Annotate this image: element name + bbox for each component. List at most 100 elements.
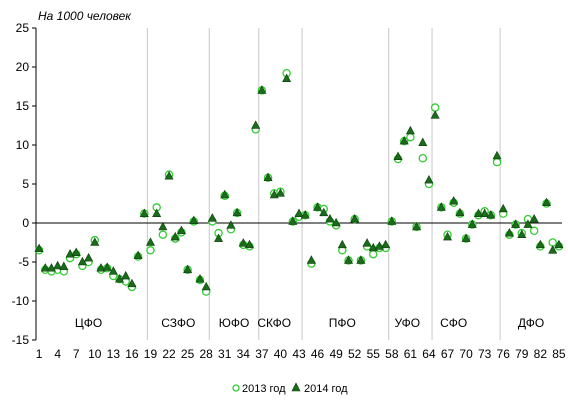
point-2014 xyxy=(53,260,63,270)
point-2014 xyxy=(158,221,168,231)
y-tick-label: 20 xyxy=(16,60,30,74)
region-label: ЦФО xyxy=(75,316,102,330)
x-tick-label: 61 xyxy=(404,347,418,361)
point-2014 xyxy=(183,264,193,274)
region-separators xyxy=(146,28,501,340)
point-2014 xyxy=(430,110,440,119)
series-2014 xyxy=(34,73,564,291)
point-2013 xyxy=(158,230,168,239)
point-2014 xyxy=(535,239,545,249)
point-2014 xyxy=(238,238,248,247)
region-label: ПФО xyxy=(329,316,356,330)
x-tick-label: 64 xyxy=(422,347,436,361)
point-2014 xyxy=(84,252,94,262)
point-2014 xyxy=(368,242,378,252)
x-tick-label: 85 xyxy=(552,347,566,361)
region-labels: ЦФО СЗФО ЮФО СКФО ПФО УФО СФО ДФО xyxy=(75,316,544,330)
y-axis-label: На 1000 человек xyxy=(38,9,132,23)
region-label: ЮФО xyxy=(219,316,250,330)
point-2013 xyxy=(146,246,155,255)
point-2014 xyxy=(313,202,323,211)
x-tick-label: 4 xyxy=(54,347,61,361)
x-tick-label: 25 xyxy=(181,347,195,361)
region-label: СФО xyxy=(440,316,467,330)
point-2014 xyxy=(232,207,242,217)
point-2014 xyxy=(152,208,162,217)
x-tick-label: 79 xyxy=(515,347,529,361)
x-tick-label: 22 xyxy=(162,347,176,361)
point-2014 xyxy=(275,188,285,197)
point-2014 xyxy=(337,239,347,249)
point-2014 xyxy=(102,262,112,271)
point-2014 xyxy=(473,208,483,217)
point-2014 xyxy=(517,229,527,238)
point-2014 xyxy=(207,213,217,222)
point-2014 xyxy=(263,172,273,182)
point-2014 xyxy=(34,243,44,253)
point-2014 xyxy=(412,221,422,231)
x-tick-label: 28 xyxy=(199,347,213,361)
point-2014 xyxy=(300,210,310,219)
point-2014 xyxy=(133,250,143,260)
x-tick-label: 34 xyxy=(237,347,251,361)
region-label: ДФО xyxy=(518,316,544,330)
x-tick-label: 43 xyxy=(292,347,306,361)
point-2014 xyxy=(288,216,298,225)
y-tick-label: -15 xyxy=(12,333,30,347)
point-2014 xyxy=(226,220,236,229)
point-2014 xyxy=(480,208,490,217)
x-tick-label: 31 xyxy=(218,347,232,361)
point-2014 xyxy=(554,239,564,249)
point-2014 xyxy=(251,120,261,129)
point-2014 xyxy=(486,210,496,219)
point-2014 xyxy=(244,239,254,249)
point-2014 xyxy=(529,213,539,223)
legend: 2013 год 2014 год xyxy=(232,382,348,395)
y-tick-label: 5 xyxy=(22,177,29,191)
point-2014 xyxy=(214,233,224,242)
point-2014 xyxy=(492,150,502,160)
x-tick-label: 70 xyxy=(459,347,473,361)
point-2014 xyxy=(393,151,403,160)
point-2014 xyxy=(90,237,100,246)
point-2014 xyxy=(424,174,434,184)
x-tick-label: 10 xyxy=(88,347,102,361)
x-tick-label: 76 xyxy=(497,347,511,361)
point-2014 xyxy=(381,239,391,249)
x-tick-label: 13 xyxy=(107,347,121,361)
point-2014 xyxy=(96,263,106,272)
x-tick-label: 1 xyxy=(36,347,43,361)
x-tick-label: 55 xyxy=(367,347,381,361)
y-tick-labels: 25 20 15 10 5 0 -5 -10 -15 xyxy=(12,21,30,347)
x-tick-label: 82 xyxy=(534,347,548,361)
legend-2014-marker xyxy=(291,382,301,392)
y-tick-label: 15 xyxy=(16,99,30,113)
point-2014 xyxy=(511,219,521,228)
point-2014 xyxy=(46,263,56,272)
x-tick-label: 37 xyxy=(255,347,269,361)
point-2014 xyxy=(195,274,205,283)
point-2014 xyxy=(65,249,75,258)
x-tick-label: 19 xyxy=(144,347,158,361)
region-label: СЗФО xyxy=(161,316,195,330)
point-2014 xyxy=(201,281,211,291)
point-2014 xyxy=(350,213,360,223)
point-2014 xyxy=(362,238,372,247)
x-tick-label: 46 xyxy=(311,347,325,361)
point-2014 xyxy=(436,202,446,211)
point-2014 xyxy=(374,241,384,250)
x-tick-label: 67 xyxy=(441,347,455,361)
legend-2013-marker xyxy=(232,384,240,392)
point-2014 xyxy=(176,225,186,235)
point-2014 xyxy=(257,85,267,94)
x-tick-label: 73 xyxy=(478,347,492,361)
region-label: УФО xyxy=(394,316,420,330)
point-2014 xyxy=(331,217,341,227)
point-2014 xyxy=(59,261,69,270)
point-2014 xyxy=(449,196,459,205)
point-2014 xyxy=(461,233,471,242)
x-tick-label: 40 xyxy=(274,347,288,361)
point-2014 xyxy=(282,73,292,82)
point-2014 xyxy=(504,228,514,237)
point-2014 xyxy=(344,255,354,264)
